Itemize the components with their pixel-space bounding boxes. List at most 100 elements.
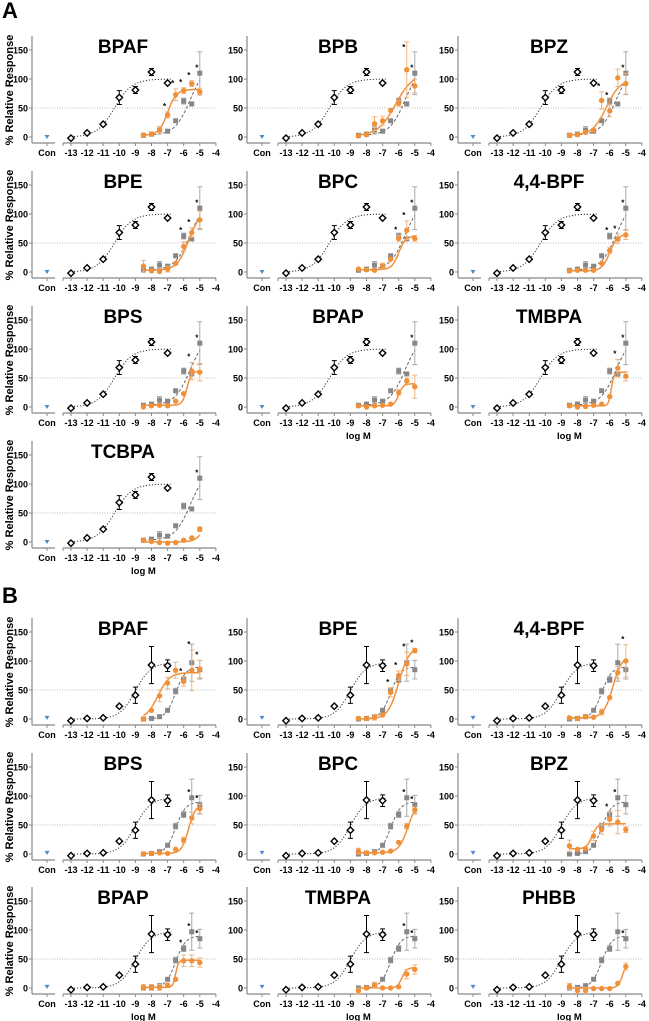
test-point	[157, 985, 162, 990]
reference-point	[116, 229, 122, 235]
test-point	[380, 118, 385, 123]
test-point	[141, 264, 146, 269]
reference-point	[526, 121, 532, 127]
reference-point	[148, 339, 154, 345]
reference-point	[132, 827, 138, 833]
y-axis-label: % Relative Response	[4, 886, 16, 997]
test-point	[173, 540, 178, 545]
reference-point	[100, 984, 106, 990]
x-tick-label: -9	[346, 418, 354, 428]
test-point	[189, 535, 194, 540]
significance-mark: *	[187, 71, 191, 80]
reference-point	[494, 405, 500, 411]
reference-point	[116, 703, 122, 709]
test-point	[396, 101, 401, 106]
test-point	[165, 540, 170, 545]
test-point	[412, 83, 417, 88]
x-tick-label: -8	[147, 553, 155, 563]
significance-mark: *	[597, 82, 601, 91]
reference-point	[510, 400, 516, 406]
reference-point	[164, 215, 170, 221]
test-point	[173, 977, 178, 982]
x-tick-label: -13	[64, 553, 77, 563]
x-tick-label: -12	[507, 999, 520, 1009]
significance-mark: *	[386, 678, 390, 687]
reference-point	[574, 339, 580, 345]
panel-title: 4,4-BPF	[514, 172, 585, 193]
reference-fit-curve	[497, 79, 597, 137]
reference-fit-curve	[286, 932, 386, 988]
y-tick-label: 50	[444, 239, 454, 249]
test-point	[165, 112, 170, 117]
reference-point	[574, 204, 580, 210]
comparator-point	[173, 253, 178, 258]
y-tick-label: 100	[439, 210, 454, 220]
test-point	[591, 833, 596, 838]
test-point	[591, 403, 596, 408]
comparator-point	[599, 689, 604, 694]
panel-title: BPZ	[530, 37, 568, 58]
reference-fit-curve	[497, 932, 597, 988]
x-tick-label-control: Con	[253, 999, 271, 1009]
test-point	[380, 985, 385, 990]
reference-point	[558, 87, 564, 93]
y-tick-label: 0	[238, 984, 243, 994]
test-point	[189, 230, 194, 235]
comparator-point	[380, 842, 385, 847]
reference-fit-curve	[497, 214, 597, 272]
test-point	[575, 404, 580, 409]
reference-point	[100, 526, 106, 532]
x-tick-label: -7	[164, 553, 172, 563]
x-tick-label: -7	[164, 999, 172, 1009]
significance-mark: *	[402, 43, 406, 52]
comparator-point	[380, 129, 385, 134]
test-fit-curve	[143, 90, 199, 136]
reference-point	[299, 400, 305, 406]
y-tick-label: 50	[18, 374, 28, 384]
test-point	[372, 982, 377, 987]
test-point	[412, 384, 417, 389]
y-tick-label: 50	[233, 820, 243, 830]
panel-title: TMBPA	[305, 888, 371, 909]
y-tick-label: 0	[23, 538, 28, 548]
significance-mark: *	[179, 667, 183, 676]
reference-point	[132, 222, 138, 228]
reference-point	[542, 838, 548, 844]
reference-point	[363, 204, 369, 210]
comparator-point	[380, 708, 385, 713]
test-point	[197, 806, 202, 811]
control-marker	[471, 405, 476, 409]
x-tick-label: -10	[539, 999, 552, 1009]
y-tick-label: 150	[439, 181, 454, 191]
reference-fit-curve	[286, 663, 386, 719]
test-point	[157, 693, 162, 698]
reference-point	[116, 364, 122, 370]
panel-phbb: 050100150Con-13-12-11-10-9-8-7-6-5-4log …	[426, 851, 641, 1021]
test-point	[615, 75, 620, 80]
y-tick-label: 50	[233, 104, 243, 114]
comparator-point	[583, 263, 588, 268]
test-point	[149, 539, 154, 544]
reference-point	[100, 121, 106, 127]
reference-point	[379, 215, 385, 221]
comparator-point	[173, 823, 178, 828]
comparator-point	[165, 842, 170, 847]
test-point	[189, 668, 194, 673]
x-tick-label: -5	[411, 418, 419, 428]
reference-point	[590, 80, 596, 86]
reference-point	[84, 535, 90, 541]
y-tick-label: 100	[228, 210, 243, 220]
reference-point	[526, 256, 532, 262]
x-tick-label: -9	[557, 999, 565, 1009]
reference-point	[347, 692, 353, 698]
y-tick-label: 0	[23, 984, 28, 994]
y-tick-label: 50	[444, 686, 454, 696]
y-tick-label: 50	[444, 104, 454, 114]
comparator-point	[165, 129, 170, 134]
y-tick-label: 150	[228, 46, 243, 56]
panel-title: PHBB	[522, 888, 576, 909]
reference-point	[363, 339, 369, 345]
test-point	[173, 668, 178, 673]
comparator-fit-curve	[143, 485, 199, 540]
comparator-point	[157, 533, 162, 538]
